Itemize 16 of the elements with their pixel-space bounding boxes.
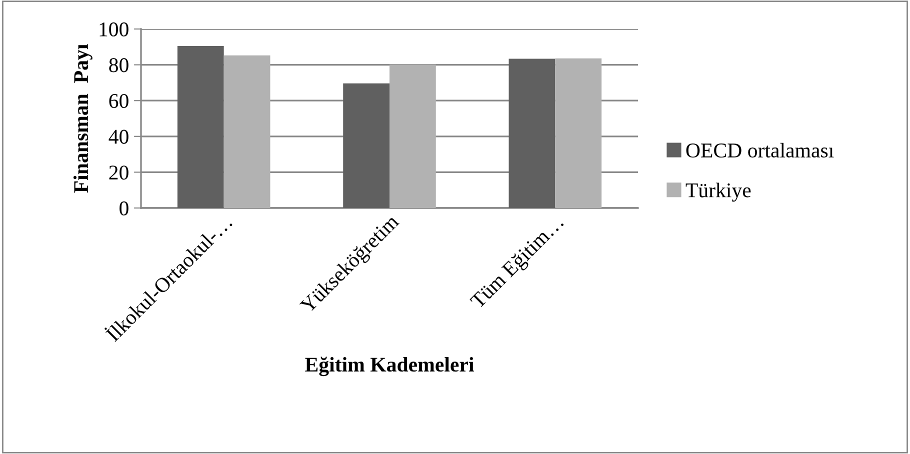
y-axis-title: Finansman Payı [73,44,92,193]
legend-label: OECD ortalaması [686,142,834,158]
y-tick-label: 80 [109,58,128,72]
y-tick-label: 20 [109,166,128,180]
bar [390,64,436,208]
y-tick-label: 60 [109,94,128,108]
bar [343,83,390,208]
bar [224,55,270,208]
x-axis-title: Eğitim Kademeleri [305,356,474,376]
bar [555,58,602,208]
y-tick-label: 100 [100,22,128,36]
y-tick-label: 40 [108,130,128,144]
legend-label: Türkiye [686,182,751,202]
y-tick-label: 0 [120,201,128,216]
bar [508,58,556,208]
bar [177,46,224,208]
